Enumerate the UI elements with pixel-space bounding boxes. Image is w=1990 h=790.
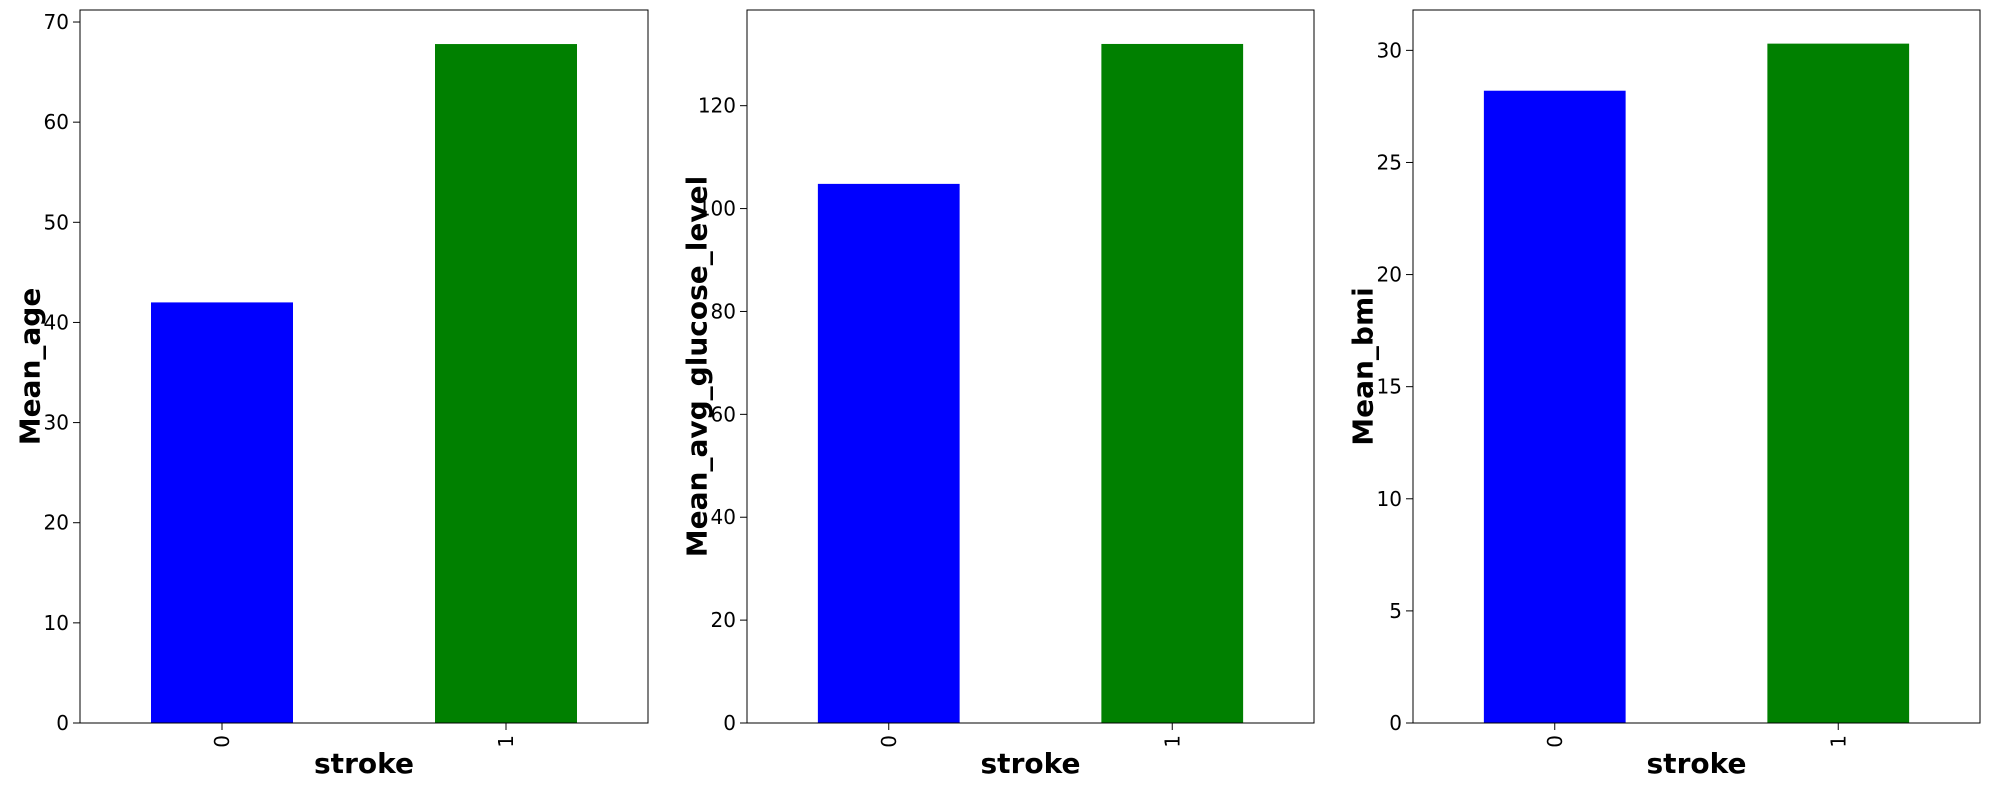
y-tick-label: 80 xyxy=(711,299,736,323)
x-tick-label: 1 xyxy=(1160,735,1184,748)
x-tick-label: 0 xyxy=(1543,735,1567,748)
y-tick-label: 30 xyxy=(1377,38,1402,62)
y-tick-label: 40 xyxy=(44,310,69,334)
x-tick-label: 1 xyxy=(494,735,518,748)
x-axis-label: stroke xyxy=(1647,747,1747,780)
bar-0 xyxy=(1483,90,1626,723)
bar-1 xyxy=(435,44,577,724)
x-tick-label: 0 xyxy=(210,735,234,748)
chart-panel-1: 0 10 20 30 40 50 60 70 0 1 stroke Mean_age xyxy=(14,9,649,780)
y-tick-label: 15 xyxy=(1377,375,1402,399)
x-axis-label: stroke xyxy=(314,747,414,780)
x-tick-label: 1 xyxy=(1826,735,1850,748)
y-tick-label: 120 xyxy=(698,94,736,118)
plot-frame xyxy=(79,9,649,724)
y-tick-label: 40 xyxy=(711,505,736,529)
y-tick-label: 70 xyxy=(44,10,69,34)
bar-0 xyxy=(817,183,960,724)
y-axis-label: Mean_bmi xyxy=(1347,287,1380,446)
y-tick-label: 100 xyxy=(698,197,736,221)
y-tick-label: 0 xyxy=(723,711,736,735)
y-tick-label: 10 xyxy=(1377,487,1402,511)
bar-0 xyxy=(151,302,293,723)
x-tick-label: 0 xyxy=(877,735,901,748)
y-tick-label: 20 xyxy=(711,608,736,632)
y-tick-label: 30 xyxy=(44,411,69,435)
y-tick-label: 20 xyxy=(1377,263,1402,287)
y-tick-label: 60 xyxy=(711,402,736,426)
y-tick-label: 60 xyxy=(44,110,69,134)
y-tick-label: 0 xyxy=(56,711,69,735)
chart-panel-2: 0 20 40 60 80 100 120 0 1 stroke Mean_avg_glucose_… xyxy=(681,9,1315,780)
y-tick-label: 10 xyxy=(44,611,69,635)
plot-frame xyxy=(746,9,1315,724)
chart-panel-3: 0 5 10 15 20 25 30 0 1 stroke Mean_bmi xyxy=(1347,9,1981,780)
y-axis-label: Mean_avg_glucose_level xyxy=(681,176,714,557)
y-tick-label: 25 xyxy=(1377,150,1402,174)
y-tick-label: 50 xyxy=(44,210,69,234)
y-tick-label: 0 xyxy=(1389,711,1402,735)
x-axis-label: stroke xyxy=(981,747,1081,780)
y-tick-label: 20 xyxy=(44,511,69,535)
plot-frame xyxy=(1412,9,1981,724)
bar-1 xyxy=(1101,43,1244,723)
bar-1 xyxy=(1767,43,1910,723)
y-axis-label: Mean_age xyxy=(14,288,47,446)
y-tick-label: 5 xyxy=(1389,599,1402,623)
